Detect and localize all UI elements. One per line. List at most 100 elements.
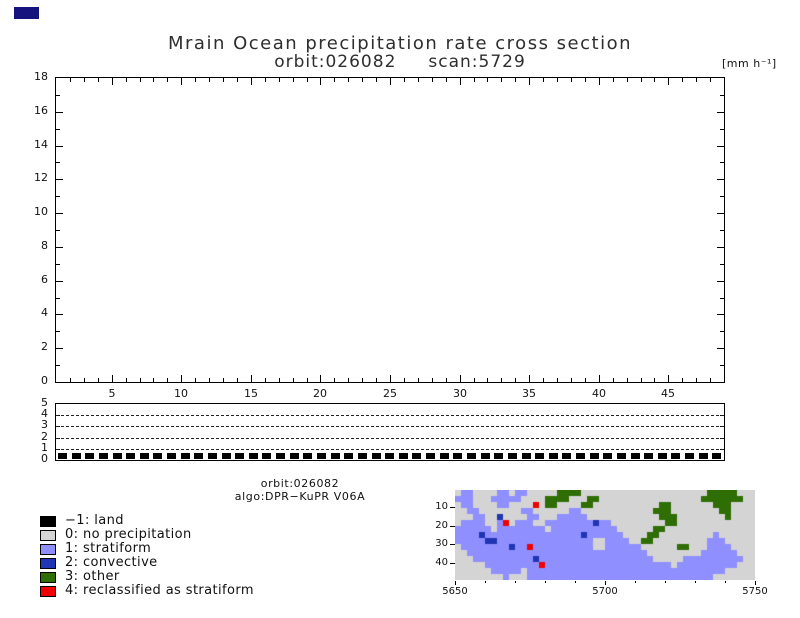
x-axis-minor-tick bbox=[167, 378, 168, 382]
strip-gridline bbox=[56, 426, 724, 427]
x-axis-minor-tick bbox=[362, 78, 363, 82]
land-flag-marker bbox=[603, 453, 612, 459]
x-axis-minor-tick bbox=[696, 378, 697, 382]
strip-gridline bbox=[56, 438, 724, 439]
chart-title: Mrain Ocean precipitation rate cross sec… bbox=[167, 33, 632, 54]
x-axis-minor-tick bbox=[515, 78, 516, 82]
units-label: [mm h⁻¹] bbox=[722, 57, 777, 70]
land-flag-marker bbox=[494, 453, 503, 459]
x-axis-minor-tick bbox=[70, 78, 71, 82]
x-axis-minor-tick bbox=[195, 78, 196, 82]
y-axis-major-tick bbox=[56, 281, 63, 282]
land-flag-marker bbox=[99, 453, 108, 459]
x-axis-label: 15 bbox=[244, 387, 258, 400]
x-axis-label: 40 bbox=[592, 387, 606, 400]
x-axis-minor-tick bbox=[70, 378, 71, 382]
x-axis-major-tick bbox=[460, 78, 461, 85]
x-axis-minor-tick bbox=[501, 78, 502, 82]
x-axis-major-tick bbox=[390, 375, 391, 382]
land-flag-marker bbox=[72, 453, 81, 459]
map-x-tick bbox=[455, 581, 456, 585]
legend-label: 4: reclassified as stratiform bbox=[65, 583, 254, 598]
x-axis-minor-tick bbox=[515, 378, 516, 382]
y-axis-minor-tick bbox=[56, 129, 60, 130]
x-axis-minor-tick bbox=[348, 378, 349, 382]
map-x-minor-tick bbox=[515, 581, 516, 583]
y-axis-minor-tick bbox=[720, 298, 724, 299]
x-axis-minor-tick bbox=[126, 378, 127, 382]
land-flag-marker bbox=[712, 453, 721, 459]
x-axis-minor-tick bbox=[140, 78, 141, 82]
land-flag-marker bbox=[208, 453, 217, 459]
x-axis-minor-tick bbox=[223, 378, 224, 382]
y-axis-minor-tick bbox=[720, 365, 724, 366]
map-x-axis-label: 5650 bbox=[442, 586, 468, 597]
y-axis-minor-tick bbox=[720, 162, 724, 163]
land-flag-marker bbox=[249, 453, 258, 459]
x-axis-label: 5 bbox=[108, 387, 116, 400]
land-flag-marker bbox=[235, 453, 244, 459]
x-axis-minor-tick bbox=[487, 78, 488, 82]
y-axis-minor-tick bbox=[56, 95, 60, 96]
y-axis-label: 4 bbox=[41, 306, 48, 319]
map-x-axis-label: 5700 bbox=[592, 586, 618, 597]
x-axis-minor-tick bbox=[557, 78, 558, 82]
x-axis-minor-tick bbox=[84, 378, 85, 382]
y-axis-label: 18 bbox=[34, 70, 48, 83]
x-axis-minor-tick bbox=[153, 378, 154, 382]
caption: orbit:026082 algo:DPR−KuPR V06A bbox=[150, 477, 450, 503]
x-axis-minor-tick bbox=[404, 78, 405, 82]
x-axis-minor-tick bbox=[627, 78, 628, 82]
x-axis-major-tick bbox=[599, 78, 600, 85]
y-axis-major-tick bbox=[717, 146, 724, 147]
y-axis-minor-tick bbox=[720, 264, 724, 265]
y-axis-major-tick bbox=[717, 179, 724, 180]
land-flag-marker bbox=[222, 453, 231, 459]
x-axis-minor-tick bbox=[153, 78, 154, 82]
map-x-minor-tick bbox=[485, 581, 486, 583]
x-axis-label: 35 bbox=[522, 387, 536, 400]
y-axis-major-tick bbox=[717, 247, 724, 248]
main-plot-area bbox=[55, 77, 725, 383]
y-axis-label: 2 bbox=[41, 340, 48, 353]
legend-swatch bbox=[40, 529, 56, 541]
map-x-minor-tick bbox=[665, 581, 666, 583]
x-axis-minor-tick bbox=[641, 78, 642, 82]
x-axis-major-tick bbox=[181, 375, 182, 382]
y-axis-minor-tick bbox=[56, 331, 60, 332]
x-axis-label: 25 bbox=[383, 387, 397, 400]
x-axis-minor-tick bbox=[293, 378, 294, 382]
x-axis-minor-tick bbox=[501, 378, 502, 382]
map-y-axis-label: 10 bbox=[435, 501, 448, 512]
land-flag-marker bbox=[262, 453, 271, 459]
x-axis-minor-tick bbox=[543, 78, 544, 82]
land-flag-marker bbox=[358, 453, 367, 459]
x-axis-minor-tick bbox=[446, 78, 447, 82]
x-axis-major-tick bbox=[112, 78, 113, 85]
x-axis-major-tick bbox=[251, 375, 252, 382]
y-axis-label: 8 bbox=[41, 239, 48, 252]
y-axis-minor-tick bbox=[56, 298, 60, 299]
chart-subtitle: orbit:026082 scan:5729 bbox=[274, 52, 526, 72]
y-axis-minor-tick bbox=[720, 196, 724, 197]
y-axis-label: 12 bbox=[34, 171, 48, 184]
x-axis-major-tick bbox=[529, 78, 530, 85]
x-axis-minor-tick bbox=[293, 78, 294, 82]
strip-y-axis-label: 0 bbox=[41, 452, 48, 465]
legend-item: 2: convective bbox=[40, 556, 254, 570]
x-axis-major-tick bbox=[668, 375, 669, 382]
y-axis-minor-tick bbox=[720, 129, 724, 130]
x-axis-minor-tick bbox=[195, 378, 196, 382]
legend-label: 0: no precipitation bbox=[65, 527, 192, 542]
land-flag-marker bbox=[631, 453, 640, 459]
land-flag-marker bbox=[113, 453, 122, 459]
map-y-tick bbox=[450, 526, 455, 527]
y-axis-major-tick bbox=[717, 348, 724, 349]
legend-item: 4: reclassified as stratiform bbox=[40, 584, 254, 598]
map-x-minor-tick bbox=[575, 581, 576, 583]
land-flag-marker bbox=[685, 453, 694, 459]
land-flag-marker bbox=[372, 453, 381, 459]
strip-y-axis-label: 4 bbox=[41, 407, 48, 420]
y-axis-minor-tick bbox=[56, 264, 60, 265]
land-flag-marker bbox=[426, 453, 435, 459]
